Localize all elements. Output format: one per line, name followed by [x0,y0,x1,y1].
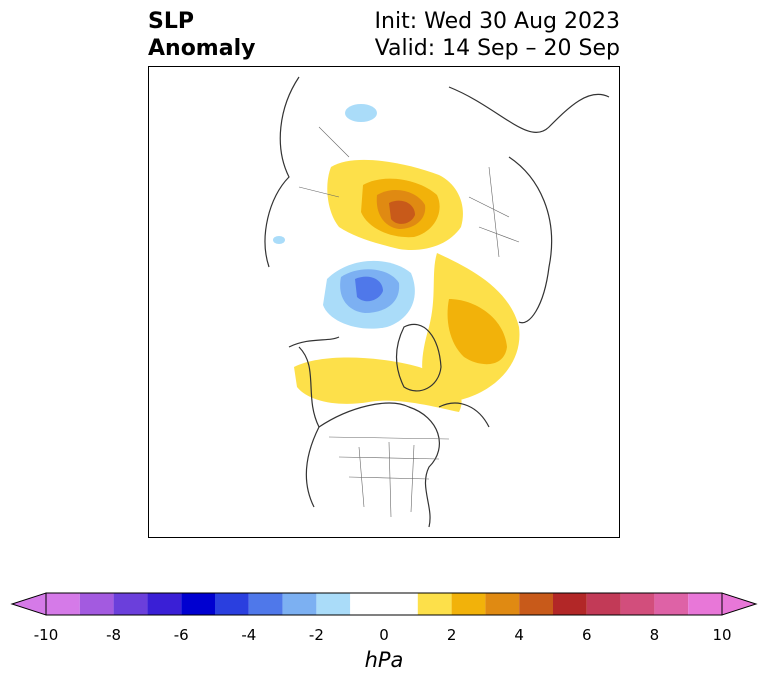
anomaly-fills [273,104,520,412]
borders [298,126,520,518]
colorbar-bin [215,593,249,615]
anomaly-map [148,66,620,538]
positive-anomaly-greenland-2 [447,299,507,365]
colorbar-unit: hPa [364,648,404,672]
colorbar-tick-label: 6 [582,626,592,644]
negative-anomaly-arctic-3 [355,276,383,302]
colorbar-bin [181,593,215,615]
colorbar-tick-label: -2 [308,626,324,644]
map-canvas [264,76,610,528]
title-variable-line2: Anomaly [148,36,256,61]
colorbar-tick-label: 2 [446,626,457,644]
colorbar-bin [586,593,621,615]
colorbar-bin [316,593,351,615]
colorbar-tick-label: -6 [173,626,189,644]
init-date: Init: Wed 30 Aug 2023 [374,9,620,34]
colorbar-outline [45,592,723,616]
negative-anomaly-small [273,236,285,244]
colorbar-bin [147,593,182,615]
colorbar-tick-label: -10 [33,626,59,644]
colorbar-tick-label: 10 [712,626,732,644]
positive-anomaly-north-america [294,357,462,412]
colorbar-bin [282,593,317,615]
title-variable: SLP [148,9,194,34]
colorbar [10,592,758,616]
colorbar-bin [46,593,80,615]
colorbar-bin [485,593,520,615]
colorbar-bin [79,593,114,615]
map-subtitle: Init: Wed 30 Aug 2023 Valid: 14 Sep – 20… [375,8,620,62]
colorbar-bin [553,593,587,615]
colorbar-tick-label: 4 [514,626,524,644]
positive-anomaly-siberia-4 [389,200,415,224]
valid-range: Valid: 14 Sep – 20 Sep [374,36,620,61]
coastlines [264,76,610,528]
colorbar-bin [248,593,283,615]
colorbar-extend-min [10,592,47,616]
colorbar-bin [417,593,452,615]
colorbar-tick-label: -4 [241,626,257,644]
colorbar-tick-label: 8 [649,626,660,644]
colorbar-bin [451,593,486,615]
map-title: SLP Anomaly [148,8,255,62]
colorbar-bin [519,593,553,615]
colorbar-tick-label: 0 [379,626,389,644]
colorbar-bin [113,593,148,615]
colorbar-bin [688,593,722,615]
colorbar-bin [620,593,655,615]
negative-anomaly-scandinavia [345,104,377,122]
colorbar-tick-label: -8 [106,626,122,644]
colorbar-extend-max [721,592,758,616]
colorbar-bin [654,593,689,615]
colorbar-bin [350,593,418,615]
